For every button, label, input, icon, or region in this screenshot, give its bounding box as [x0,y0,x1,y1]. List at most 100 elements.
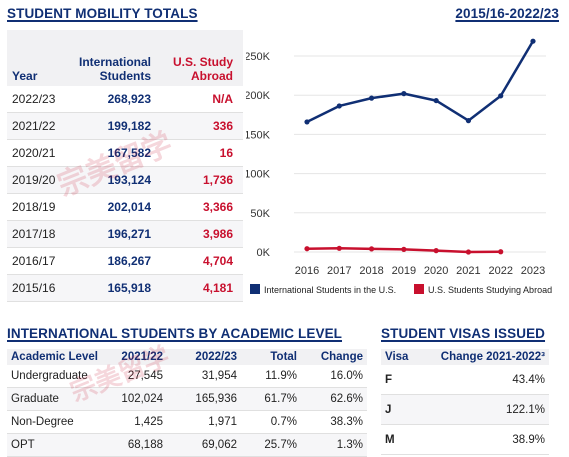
col-study-abroad: U.S. Study Abroad [172,55,233,83]
visa-row: F 43.4% [381,365,549,395]
y-tick-label: 150K [246,129,271,141]
academic-cell: 11.9% [265,370,297,382]
row-study-abroad: 1,736 [202,173,233,187]
row-year: 2016/17 [12,254,56,268]
academic-row: Non-Degree 1,425 1,971 0.7% 38.3% [7,411,367,434]
academic-cell: 31,954 [201,370,237,382]
legend-swatch-1 [414,284,424,294]
col-international: International Students [78,55,151,83]
row-international: 193,124 [107,173,151,187]
row-year: 2022/23 [12,92,56,106]
academic-cell: 62.6% [330,393,363,405]
academic-cell: 38.3% [330,416,363,428]
x-tick-label: 2019 [392,265,416,277]
data-point-1-2 [368,246,375,252]
series-line-0 [306,40,535,124]
academic-cell: 16.0% [330,370,363,382]
row-study-abroad: 16 [219,146,233,160]
acad-col-2021: 2021/22 [121,351,163,363]
visa-type: M [385,434,395,446]
data-point-0-5 [465,118,472,124]
data-point-0-4 [433,97,439,104]
data-point-0-6 [498,93,504,99]
x-tick-label: 2022 [488,265,512,277]
row-international: 199,182 [107,119,151,133]
row-year: 2017/18 [12,227,56,241]
visa-change: 43.4% [512,374,545,386]
academic-row: OPT 68,188 69,062 25.7% 1.3% [7,434,367,457]
academic-level-table: Academic Level 2021/22 2022/23 Total Cha… [7,349,367,457]
academic-cell: 1,971 [208,416,237,428]
row-year: 2015/16 [12,281,56,295]
legend-swatch-0 [250,284,260,294]
row-international: 268,923 [107,92,151,106]
row-international: 167,582 [107,146,151,160]
acad-col-level: Academic Level [11,351,98,363]
row-study-abroad: 3,366 [202,200,233,214]
academic-cell: 68,188 [127,439,163,451]
visa-table-header: Visa Change 2021-2022³ [381,349,549,365]
mobility-row: 2018/19 202,014 3,366 [7,194,243,221]
row-year: 2019/20 [12,173,56,187]
row-study-abroad: N/A [212,92,233,106]
data-point-1-4 [433,248,439,254]
visa-table: Visa Change 2021-2022³ F 43.4% J 122.1% M 38.… [381,349,549,455]
data-point-1-1 [336,245,342,251]
mobility-row: 2017/18 196,271 3,986 [7,221,243,248]
academic-table-body: Undergraduate 27,545 31,954 11.9% 16.0% Gradu… [7,365,367,457]
visas-title: STUDENT VISAS ISSUED [381,326,546,341]
acad-col-2022: 2022/23 [195,351,237,363]
mobility-line-chart: 0K 50K 100K 150K 200K 250K 2016 2017 2018 2019 202… [246,38,552,295]
data-point-0-2 [368,95,375,101]
academic-cell: Undergraduate [11,370,88,382]
legend-label-1: U.S. Students Studying Abroad [428,285,552,295]
visa-table-body: F 43.4% J 122.1% M 38.9% [381,365,549,455]
visa-col-change: Change 2021-2022³ [440,351,545,363]
academic-cell: Graduate [11,393,59,405]
row-year: 2020/21 [12,146,56,160]
academic-cell: 25.7% [264,439,297,451]
row-study-abroad: 3,986 [202,227,233,241]
mobility-row: 2022/23 268,923 N/A [7,86,243,113]
row-study-abroad: 336 [212,119,233,133]
row-year: 2021/22 [12,119,56,133]
y-tick-label: 0K [257,247,271,259]
period-label: 2015/16-2022/23 [455,6,559,21]
mobility-row: 2020/21 167,582 16 [7,140,243,167]
acad-col-change: Change [320,351,363,363]
academic-cell: 1.3% [336,439,363,451]
mobility-row: 2021/22 199,182 336 [7,113,243,140]
mobility-title: STUDENT MOBILITY TOTALS [7,6,198,21]
y-tick-label: 250K [246,51,271,63]
x-tick-label: 2017 [327,265,351,277]
mobility-row: 2016/17 186,267 4,704 [7,248,243,275]
visa-col-type: Visa [385,351,409,363]
visa-row: J 122.1% [381,395,549,425]
academic-row: Graduate 102,024 165,936 61.7% 62.6% [7,388,367,411]
y-tick-label: 100K [246,169,271,181]
mobility-table-body: 2022/23 268,923 N/A 2021/22 199,182 336 2020/2… [7,86,243,302]
academic-cell: 61.7% [264,393,297,405]
data-point-1-3 [401,246,407,252]
academic-cell: 102,024 [121,393,163,405]
row-year: 2018/19 [12,200,56,214]
col-year: Year [12,69,38,83]
row-international: 186,267 [107,254,151,268]
data-point-0-1 [336,103,342,109]
y-tick-label: 50K [250,208,270,220]
academic-row: Undergraduate 27,545 31,954 11.9% 16.0% [7,365,367,388]
row-study-abroad: 4,181 [202,281,233,295]
academic-cell: OPT [11,439,35,451]
x-tick-label: 2016 [295,265,319,277]
row-international: 196,271 [107,227,151,241]
visa-change: 122.1% [505,404,545,416]
academic-table-header: Academic Level 2021/22 2022/23 Total Cha… [7,349,367,365]
data-point-0-7 [530,38,536,44]
x-tick-label: 2021 [456,265,480,277]
data-point-1-6 [498,249,504,255]
visa-type: J [385,404,392,416]
data-point-1-5 [465,249,472,255]
data-point-1-0 [304,246,310,252]
legend-label-0: International Students in the U.S. [264,285,396,295]
x-tick-label: 2023 [521,265,545,277]
